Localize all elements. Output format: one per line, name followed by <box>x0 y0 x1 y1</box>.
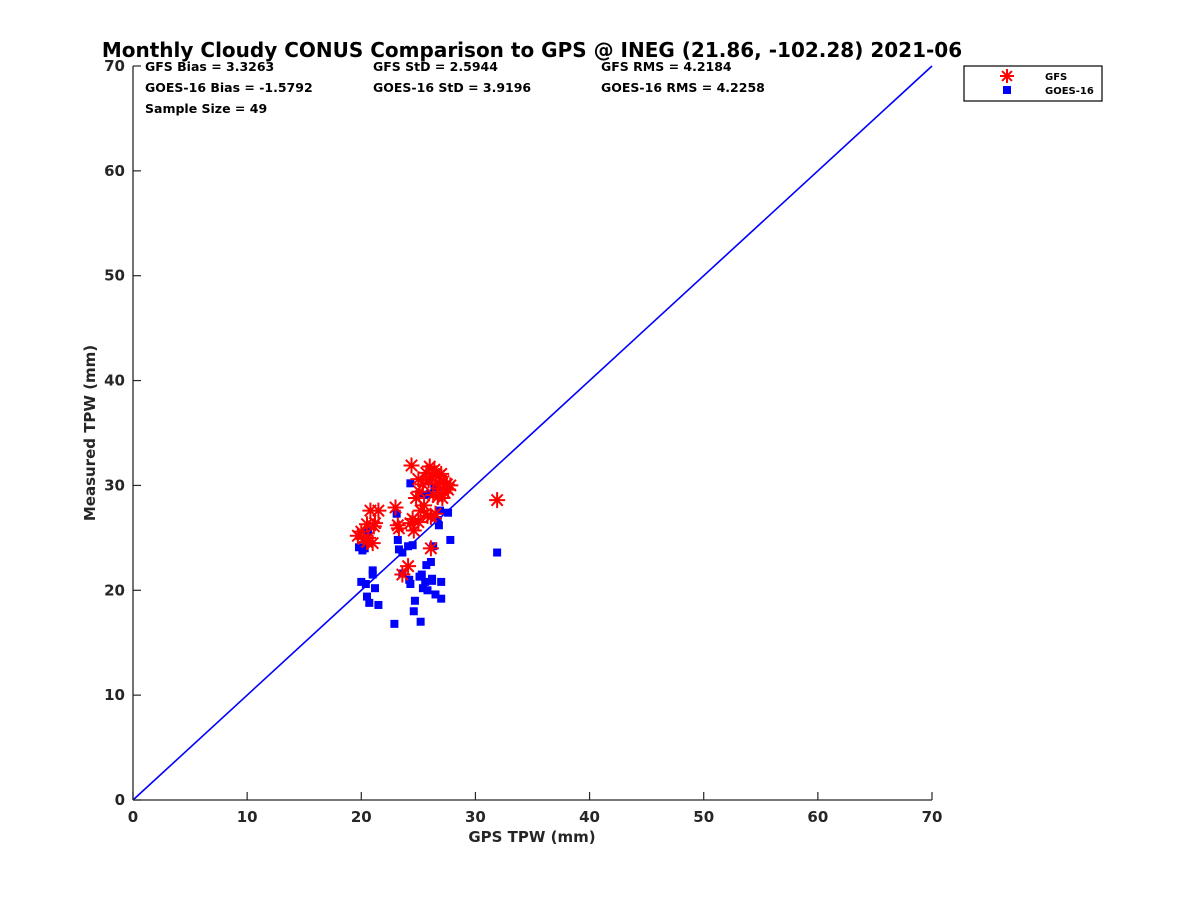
goes16-point <box>406 579 415 588</box>
x-tick-label: 10 <box>237 808 258 826</box>
goes16-point <box>405 575 414 584</box>
goes16-point <box>493 548 502 557</box>
goes16-point <box>365 598 374 607</box>
gfs-bias-text: GFS Bias = 3.3263 <box>145 59 274 74</box>
goes16-point <box>374 600 383 609</box>
legend: GFS GOES-16 <box>963 65 1103 102</box>
gfs-point <box>405 522 422 539</box>
goes16-point <box>431 590 440 599</box>
goes16-point <box>420 490 429 499</box>
x-tick-label: 40 <box>579 808 600 826</box>
gfs-point <box>422 540 439 557</box>
goes16-point <box>423 586 432 595</box>
gfs-point <box>366 515 383 532</box>
legend-box <box>963 65 1103 102</box>
legend-goes16-square-icon <box>1003 86 1011 94</box>
goes16-point <box>416 617 425 626</box>
goes16-point <box>425 489 434 498</box>
one-to-one-reference-line <box>132 65 933 801</box>
legend-gfs-asterisk <box>1000 69 1014 83</box>
goes16-point <box>434 521 443 530</box>
data-marks <box>349 457 506 628</box>
goes16-point <box>433 516 442 525</box>
gfs-point <box>360 529 377 546</box>
goes16-point <box>360 544 369 553</box>
gfs-point <box>400 558 417 575</box>
gfs-point <box>394 566 411 583</box>
gfs-point <box>390 520 407 537</box>
gfs-point <box>387 499 404 516</box>
goes16-point <box>406 479 415 488</box>
gfs-point <box>433 465 450 482</box>
goes16-point <box>409 607 418 616</box>
goes16-point <box>410 596 419 605</box>
reference-line-layer <box>132 65 933 801</box>
goes16-point <box>418 584 427 593</box>
gfs-rms-text: GFS RMS = 4.2184 <box>601 59 732 74</box>
y-tick-label: 60 <box>104 162 125 180</box>
y-tick-label: 30 <box>104 476 125 494</box>
goes16-point <box>430 483 439 492</box>
x-tick-label: 30 <box>465 808 486 826</box>
x-tick-label: 20 <box>351 808 372 826</box>
goes16-point <box>437 577 446 586</box>
y-tick-label: 0 <box>115 791 125 809</box>
goes16-point <box>398 548 407 557</box>
y-tick-label: 10 <box>104 686 125 704</box>
goes16-point <box>422 561 431 570</box>
y-tick-label: 40 <box>104 372 125 390</box>
x-tick-label: 60 <box>807 808 828 826</box>
y-tick-label: 70 <box>104 57 125 75</box>
goes16-point <box>392 509 401 518</box>
goes16-point <box>368 570 377 579</box>
goes16-bias-text: GOES-16 Bias = -1.5792 <box>145 80 313 95</box>
goes16-point <box>368 566 377 575</box>
goes16-point <box>415 572 424 581</box>
goes16-point <box>436 506 445 515</box>
goes16-point <box>362 592 371 601</box>
goes16-point <box>408 541 417 550</box>
gfs-point <box>370 502 387 519</box>
x-tick-label: 70 <box>922 808 943 826</box>
x-tick-label: 50 <box>693 808 714 826</box>
chart-title: Monthly Cloudy CONUS Comparison to GPS @… <box>102 38 962 62</box>
y-axis-label: Measured TPW (mm) <box>81 345 99 521</box>
gfs-point <box>442 477 459 494</box>
legend-goes16-label: GOES-16 <box>1045 86 1094 97</box>
goes16-point <box>390 619 399 628</box>
y-tick-label: 20 <box>104 581 125 599</box>
gfs-point <box>489 492 506 509</box>
gfs-std-text: GFS StD = 2.5944 <box>373 59 498 74</box>
goes16-point <box>357 577 366 586</box>
y-tick-label: 50 <box>104 267 125 285</box>
sample-size-text: Sample Size = 49 <box>145 101 267 116</box>
gfs-point <box>403 457 420 474</box>
goes16-point <box>428 574 437 583</box>
gfs-point <box>427 505 444 522</box>
goes16-std-text: GOES-16 StD = 3.9196 <box>373 80 531 95</box>
goes16-point <box>361 579 370 588</box>
x-axis-label: GPS TPW (mm) <box>468 828 595 846</box>
goes16-point <box>370 584 379 593</box>
axis-ticks: 0 10 20 30 40 50 60 70 0 10 20 30 40 50 60 70 <box>104 57 942 826</box>
x-tick-label: 0 <box>128 808 138 826</box>
goes16-point <box>404 542 413 551</box>
goes16-point <box>426 557 435 566</box>
goes16-point <box>444 508 453 517</box>
legend-gfs-label: GFS <box>1045 72 1067 83</box>
goes16-point <box>437 594 446 603</box>
goes16-rms-text: GOES-16 RMS = 4.2258 <box>601 80 765 95</box>
goes16-point <box>446 535 455 544</box>
gfs-point <box>410 514 427 531</box>
goes16-point <box>421 577 430 586</box>
goes16-point <box>393 535 402 544</box>
legend-gfs-asterisk-icon <box>1000 69 1014 83</box>
